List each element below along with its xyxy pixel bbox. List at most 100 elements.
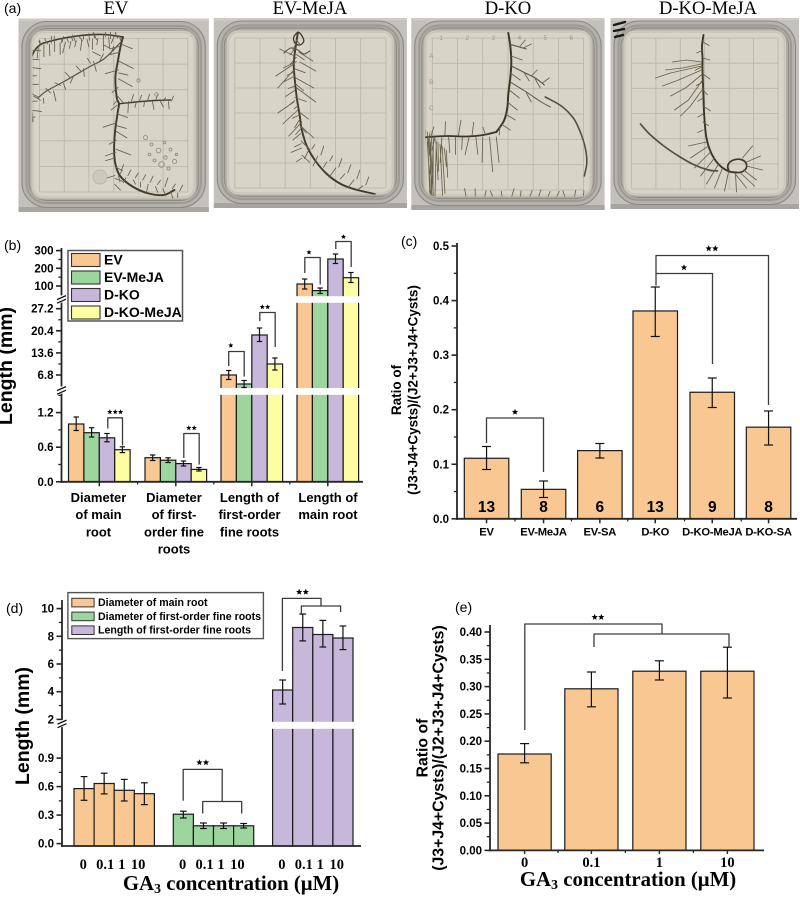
svg-text:0.6: 0.6 [38, 442, 54, 454]
svg-text:Length of: Length of [220, 490, 280, 505]
svg-text:EV-MeJA: EV-MeJA [104, 269, 164, 285]
svg-text:D-KO-MeJA: D-KO-MeJA [104, 304, 182, 320]
svg-text:13: 13 [647, 499, 665, 516]
svg-text:D-KO-MeJA: D-KO-MeJA [682, 527, 742, 539]
svg-text:3: 3 [491, 35, 495, 42]
svg-text:order fine: order fine [144, 524, 204, 539]
svg-text:1: 1 [317, 857, 324, 873]
svg-text:2: 2 [465, 35, 469, 42]
svg-text:(e): (e) [455, 599, 472, 615]
svg-text:10: 10 [720, 855, 735, 871]
svg-text:root: root [86, 524, 112, 539]
svg-text:0.00: 0.00 [460, 845, 482, 857]
svg-text:8: 8 [48, 631, 55, 643]
svg-text:5: 5 [543, 35, 547, 42]
svg-text:300: 300 [34, 246, 53, 258]
svg-text:0: 0 [278, 857, 285, 873]
svg-text:0.0: 0.0 [433, 514, 449, 526]
svg-text:20.4: 20.4 [31, 326, 54, 338]
svg-text:10: 10 [329, 857, 344, 873]
svg-text:9: 9 [708, 499, 717, 516]
svg-text:0.2: 0.2 [433, 405, 449, 417]
svg-text:8: 8 [764, 499, 773, 516]
svg-text:(b): (b) [4, 237, 21, 253]
svg-text:0.1: 0.1 [433, 459, 450, 471]
svg-text:of first-: of first- [152, 507, 197, 522]
svg-text:Diameter of first-order fine r: Diameter of first-order fine roots [98, 611, 261, 623]
svg-text:10: 10 [230, 857, 245, 873]
svg-text:EV-MeJA: EV-MeJA [520, 527, 567, 539]
svg-text:0.20: 0.20 [460, 736, 482, 748]
svg-text:0.3: 0.3 [433, 350, 449, 362]
svg-text:main root: main root [298, 507, 358, 522]
svg-text:0: 0 [80, 857, 87, 873]
svg-text:A: A [429, 53, 434, 60]
svg-text:Length of: Length of [298, 490, 358, 505]
svg-text:6: 6 [596, 499, 605, 516]
svg-text:13: 13 [478, 499, 496, 516]
svg-text:0.5: 0.5 [433, 241, 450, 253]
svg-text:of main: of main [75, 507, 121, 522]
svg-text:(a): (a) [4, 0, 21, 16]
svg-text:0.1: 0.1 [195, 857, 213, 873]
svg-text:1: 1 [656, 855, 663, 871]
svg-text:0.3: 0.3 [38, 810, 54, 822]
svg-text:0.35: 0.35 [460, 654, 483, 666]
svg-text:0.0: 0.0 [38, 839, 54, 851]
svg-text:Ratio of: Ratio of [389, 364, 404, 415]
svg-text:(c): (c) [401, 233, 417, 249]
svg-text:Diameter: Diameter [146, 490, 202, 505]
svg-text:0.4: 0.4 [433, 296, 450, 308]
svg-text:27.2: 27.2 [31, 304, 53, 316]
svg-text:(J3+J4+Cysts)/(J2+J3+J4+Cysts): (J3+J4+Cysts)/(J2+J3+J4+Cysts) [431, 625, 448, 870]
svg-text:Length (mm): Length (mm) [0, 307, 17, 425]
svg-text:1: 1 [217, 857, 224, 873]
svg-text:0.9: 0.9 [38, 753, 54, 765]
svg-text:EV-SA: EV-SA [584, 527, 617, 539]
svg-text:EV: EV [104, 252, 123, 268]
svg-text:0.30: 0.30 [460, 682, 482, 694]
svg-text:(d): (d) [6, 600, 23, 616]
svg-text:Length (mm): Length (mm) [12, 667, 34, 785]
svg-text:4: 4 [48, 687, 55, 699]
svg-text:D-KO-SA: D-KO-SA [745, 527, 792, 539]
svg-text:0.40: 0.40 [460, 627, 482, 639]
svg-text:B: B [429, 79, 433, 86]
svg-text:0.10: 0.10 [460, 791, 482, 803]
svg-text:1: 1 [118, 857, 125, 873]
svg-text:C: C [429, 105, 434, 112]
svg-text:(J3+J4+Cysts)/(J2+J3+J4+Cysts): (J3+J4+Cysts)/(J2+J3+J4+Cysts) [406, 285, 421, 495]
svg-text:0: 0 [179, 857, 186, 873]
svg-text:10: 10 [131, 857, 146, 873]
svg-text:6: 6 [569, 35, 573, 42]
svg-text:EV: EV [479, 527, 494, 539]
svg-text:0.0: 0.0 [38, 477, 54, 489]
svg-text:Diameter: Diameter [71, 490, 127, 505]
svg-text:0.1: 0.1 [96, 857, 114, 873]
svg-text:0.25: 0.25 [460, 709, 483, 721]
svg-text:100: 100 [34, 281, 53, 293]
svg-text:first-order: first-order [218, 507, 280, 522]
svg-text:8: 8 [539, 499, 548, 516]
svg-text:0.1: 0.1 [295, 857, 313, 873]
svg-text:6.8: 6.8 [38, 370, 55, 382]
svg-text:D-KO-MeJA: D-KO-MeJA [659, 0, 758, 19]
svg-text:D-KO: D-KO [641, 527, 669, 539]
svg-text:200: 200 [34, 263, 53, 275]
svg-text:roots: roots [158, 542, 191, 557]
svg-text:0: 0 [521, 855, 528, 871]
svg-text:0.6: 0.6 [38, 782, 54, 794]
svg-text:Length of first-order fine roo: Length of first-order fine roots [98, 625, 251, 637]
svg-text:EV: EV [104, 0, 129, 19]
svg-text:0.05: 0.05 [460, 818, 483, 830]
svg-text:1.2: 1.2 [38, 408, 54, 420]
svg-text:Diameter of main root: Diameter of main root [98, 597, 208, 609]
svg-text:fine roots: fine roots [220, 524, 279, 539]
svg-text:Ratio of: Ratio of [415, 718, 432, 778]
svg-text:D-KO: D-KO [104, 287, 140, 303]
svg-text:2: 2 [48, 714, 54, 726]
svg-text:10: 10 [41, 604, 54, 616]
svg-text:6: 6 [48, 659, 54, 671]
svg-text:4: 4 [517, 35, 521, 42]
svg-text:D-KO: D-KO [485, 0, 531, 19]
